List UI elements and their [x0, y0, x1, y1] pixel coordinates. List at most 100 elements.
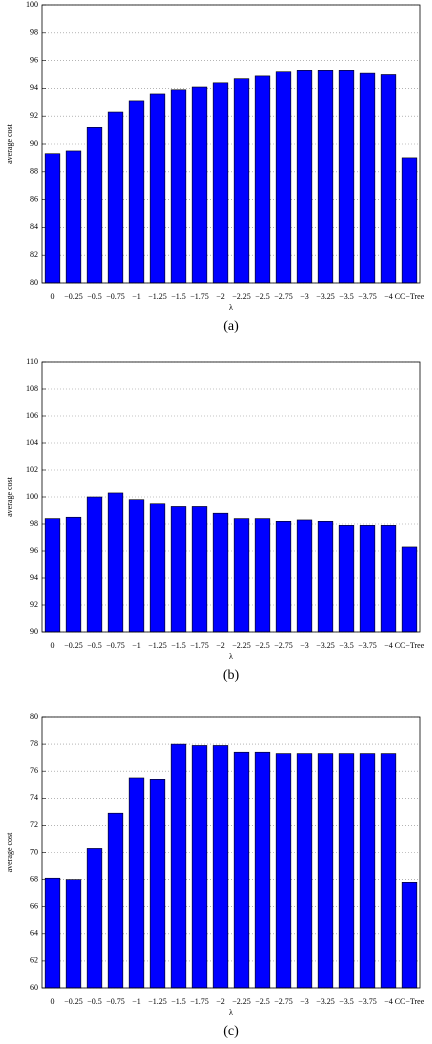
x-tick-label: −4 [384, 997, 393, 1006]
bar [275, 520, 292, 633]
bar [65, 516, 82, 633]
x-tick-label: 0 [51, 292, 55, 301]
x-tick-label: −1.5 [171, 292, 186, 301]
bar [170, 743, 187, 989]
y-tick-label: 76 [30, 766, 38, 775]
x-tick-label: −1.25 [148, 641, 167, 650]
y-axis-label: average cost [5, 123, 14, 164]
bar [191, 506, 208, 633]
x-tick-label: −2.75 [274, 641, 293, 650]
x-tick-label: −3.5 [339, 997, 354, 1006]
y-tick-label: 80 [30, 278, 38, 287]
y-tick-label: 90 [30, 627, 38, 636]
bar [212, 82, 229, 284]
x-tick-label: −3 [300, 641, 309, 650]
bar [233, 751, 250, 989]
y-tick-label: 66 [30, 902, 38, 911]
bar [44, 877, 61, 989]
x-tick-label: −2.5 [255, 997, 270, 1006]
y-tick-label: 108 [26, 384, 38, 393]
y-tick-label: 94 [30, 83, 38, 92]
bar [170, 89, 187, 284]
x-tick-label: −0.25 [64, 641, 83, 650]
x-tick-label: −3.25 [316, 641, 335, 650]
y-tick-label: 98 [30, 519, 38, 528]
x-tick-label: −1.75 [190, 641, 209, 650]
bar [275, 753, 292, 989]
bar [296, 70, 313, 284]
bar [44, 518, 61, 633]
caption: (a) [223, 319, 239, 334]
y-tick-label: 68 [30, 874, 38, 883]
y-tick-label: 84 [30, 222, 38, 231]
x-tick-label: −2 [216, 997, 225, 1006]
x-tick-label: 0 [51, 641, 55, 650]
bar [191, 86, 208, 284]
bar [212, 512, 229, 633]
bar [359, 525, 376, 633]
bar [212, 745, 229, 989]
y-axis-label: average cost [5, 832, 14, 873]
x-tick-label: −0.75 [106, 997, 125, 1006]
x-tick-label: −1.5 [171, 641, 186, 650]
x-tick-label: −1.25 [148, 292, 167, 301]
bar [65, 150, 82, 284]
y-tick-label: 98 [30, 28, 38, 37]
caption: (b) [223, 668, 240, 683]
bar [254, 518, 271, 633]
x-tick-label: −1.75 [190, 997, 209, 1006]
bar [86, 848, 103, 989]
x-tick-label: −0.5 [87, 292, 102, 301]
y-tick-label: 106 [26, 411, 38, 420]
y-tick-label: 78 [30, 739, 38, 748]
x-tick-label: −0.25 [64, 997, 83, 1006]
y-tick-label: 92 [30, 600, 38, 609]
bar [170, 506, 187, 633]
y-tick-label: 96 [30, 546, 38, 555]
x-tick-label: −2 [216, 641, 225, 650]
y-tick-label: 64 [30, 929, 38, 938]
bar [401, 157, 418, 284]
plot-frame [41, 716, 421, 989]
bar [149, 93, 166, 284]
bar [338, 753, 355, 989]
bar [107, 812, 124, 989]
caption: (c) [223, 1024, 239, 1039]
bar [338, 70, 355, 284]
y-tick-label: 90 [30, 139, 38, 148]
bar [296, 519, 313, 633]
x-axis-label: λ [229, 652, 233, 661]
bar [359, 753, 376, 989]
x-tick-label: −2.5 [255, 292, 270, 301]
y-tick-label: 94 [30, 573, 38, 582]
bar [86, 127, 103, 284]
x-tick-label: −3.75 [358, 641, 377, 650]
y-tick-label: 82 [30, 250, 38, 259]
y-tick-label: 74 [30, 793, 38, 802]
y-tick-label: 110 [26, 357, 38, 366]
bar [401, 882, 418, 989]
bar [86, 496, 103, 633]
bar [254, 75, 271, 284]
y-tick-label: 100 [26, 0, 38, 9]
x-tick-label: −1.75 [190, 292, 209, 301]
y-tick-label: 80 [30, 712, 38, 721]
x-tick-label: −0.25 [64, 292, 83, 301]
y-tick-label: 96 [30, 55, 38, 64]
y-tick-label: 70 [30, 847, 38, 856]
bar [233, 78, 250, 284]
bar [296, 753, 313, 989]
x-tick-label: −1 [132, 641, 141, 650]
x-tick-label: −3.25 [316, 292, 335, 301]
y-tick-label: 72 [30, 820, 38, 829]
x-tick-label: −2.25 [232, 641, 251, 650]
bar [65, 879, 82, 989]
x-tick-label: −3.5 [339, 641, 354, 650]
bar [233, 518, 250, 633]
x-tick-label: CC−Tree [395, 292, 425, 301]
y-tick-label: 86 [30, 194, 38, 203]
y-tick-label: 104 [26, 438, 38, 447]
x-tick-label: −2.5 [255, 641, 270, 650]
x-tick-label: −3.5 [339, 292, 354, 301]
x-tick-label: CC−Tree [395, 997, 425, 1006]
